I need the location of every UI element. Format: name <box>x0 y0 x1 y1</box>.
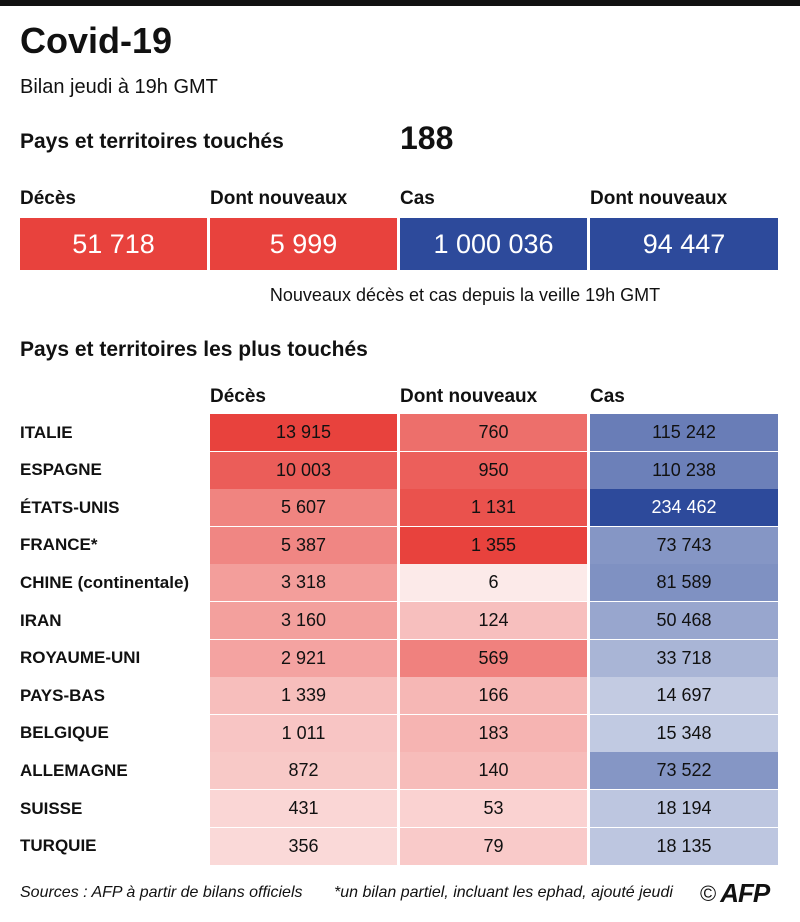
cell-new-deaths: 6 <box>400 564 587 603</box>
total-new-deaths-box: 5 999 <box>210 218 397 270</box>
column-header-new-deaths: Dont nouveaux <box>400 386 538 407</box>
cell-cases: 18 194 <box>590 790 778 829</box>
total-cases-box: 1 000 036 <box>400 218 587 270</box>
cell-cases: 73 522 <box>590 752 778 791</box>
cell-cases: 18 135 <box>590 827 778 866</box>
cell-new-deaths: 79 <box>400 827 587 866</box>
row-country-label: SUISSE <box>20 798 83 818</box>
total-cases-label: Cas <box>400 188 435 209</box>
row-country-label: PAYS-BAS <box>20 685 106 705</box>
row-country-label: ROYAUME-UNI <box>20 648 141 668</box>
cell-cases: 81 589 <box>590 564 778 603</box>
total-new-deaths-label: Dont nouveaux <box>210 188 348 209</box>
cell-new-deaths: 140 <box>400 752 587 791</box>
row-country-label: ALLEMAGNE <box>20 760 128 780</box>
total-new-cases-box: 94 447 <box>590 218 778 270</box>
cell-new-deaths: 124 <box>400 602 587 641</box>
cell-new-deaths: 1 355 <box>400 526 587 565</box>
total-new-cases-label: Dont nouveaux <box>590 188 728 209</box>
cell-deaths: 3 160 <box>210 602 397 641</box>
cell-deaths: 1 011 <box>210 714 397 753</box>
afp-logo-text: AFP <box>720 878 770 908</box>
row-country-label: ESPAGNE <box>20 460 102 480</box>
footer-sources: Sources : AFP à partir de bilans officie… <box>20 884 303 901</box>
cell-deaths: 13 915 <box>210 414 397 453</box>
cell-cases: 115 242 <box>590 414 778 453</box>
column-header-cases: Cas <box>590 386 625 407</box>
cell-new-deaths: 166 <box>400 677 587 716</box>
total-deaths-label: Décès <box>20 188 76 209</box>
cell-deaths: 3 318 <box>210 564 397 603</box>
cell-cases: 15 348 <box>590 714 778 753</box>
row-country-label: FRANCE* <box>20 535 98 555</box>
cell-new-deaths: 1 131 <box>400 489 587 528</box>
row-country-label: BELGIQUE <box>20 723 109 743</box>
cell-new-deaths: 183 <box>400 714 587 753</box>
cell-deaths: 2 921 <box>210 639 397 678</box>
cell-deaths: 1 339 <box>210 677 397 716</box>
footer-note: *un bilan partiel, incluant les ephad, a… <box>334 884 673 901</box>
cell-deaths: 431 <box>210 790 397 829</box>
column-header-deaths: Décès <box>210 386 266 407</box>
cell-cases: 33 718 <box>590 639 778 678</box>
cell-deaths: 5 607 <box>210 489 397 528</box>
cell-cases: 14 697 <box>590 677 778 716</box>
cell-cases: 110 238 <box>590 451 778 490</box>
page-title: Covid-19 <box>20 20 173 61</box>
top-bar <box>0 0 800 6</box>
countries-affected-value: 188 <box>400 120 454 156</box>
subtitle: Bilan jeudi à 19h GMT <box>20 76 218 98</box>
cell-deaths: 872 <box>210 752 397 791</box>
row-country-label: TURQUIE <box>20 836 97 856</box>
afp-logo: © AFP <box>700 878 770 909</box>
cell-deaths: 5 387 <box>210 526 397 565</box>
cell-new-deaths: 950 <box>400 451 587 490</box>
row-country-label: ÉTATS-UNIS <box>20 497 120 517</box>
most-affected-title: Pays et territoires les plus touchés <box>20 338 368 361</box>
row-country-label: CHINE (continentale) <box>20 572 190 592</box>
row-country-label: ITALIE <box>20 422 73 442</box>
cell-new-deaths: 569 <box>400 639 587 678</box>
copyright-icon: © <box>700 880 717 906</box>
cell-deaths: 10 003 <box>210 451 397 490</box>
totals-note: Nouveaux décès et cas depuis la veille 1… <box>269 285 661 305</box>
row-country-label: IRAN <box>20 610 62 630</box>
cell-cases: 73 743 <box>590 526 778 565</box>
cell-new-deaths: 760 <box>400 414 587 453</box>
countries-affected-label: Pays et territoires touchés <box>20 130 284 153</box>
cell-cases: 50 468 <box>590 602 778 641</box>
cell-new-deaths: 53 <box>400 790 587 829</box>
cell-cases: 234 462 <box>590 489 778 528</box>
cell-deaths: 356 <box>210 827 397 866</box>
total-deaths-box: 51 718 <box>20 218 207 270</box>
